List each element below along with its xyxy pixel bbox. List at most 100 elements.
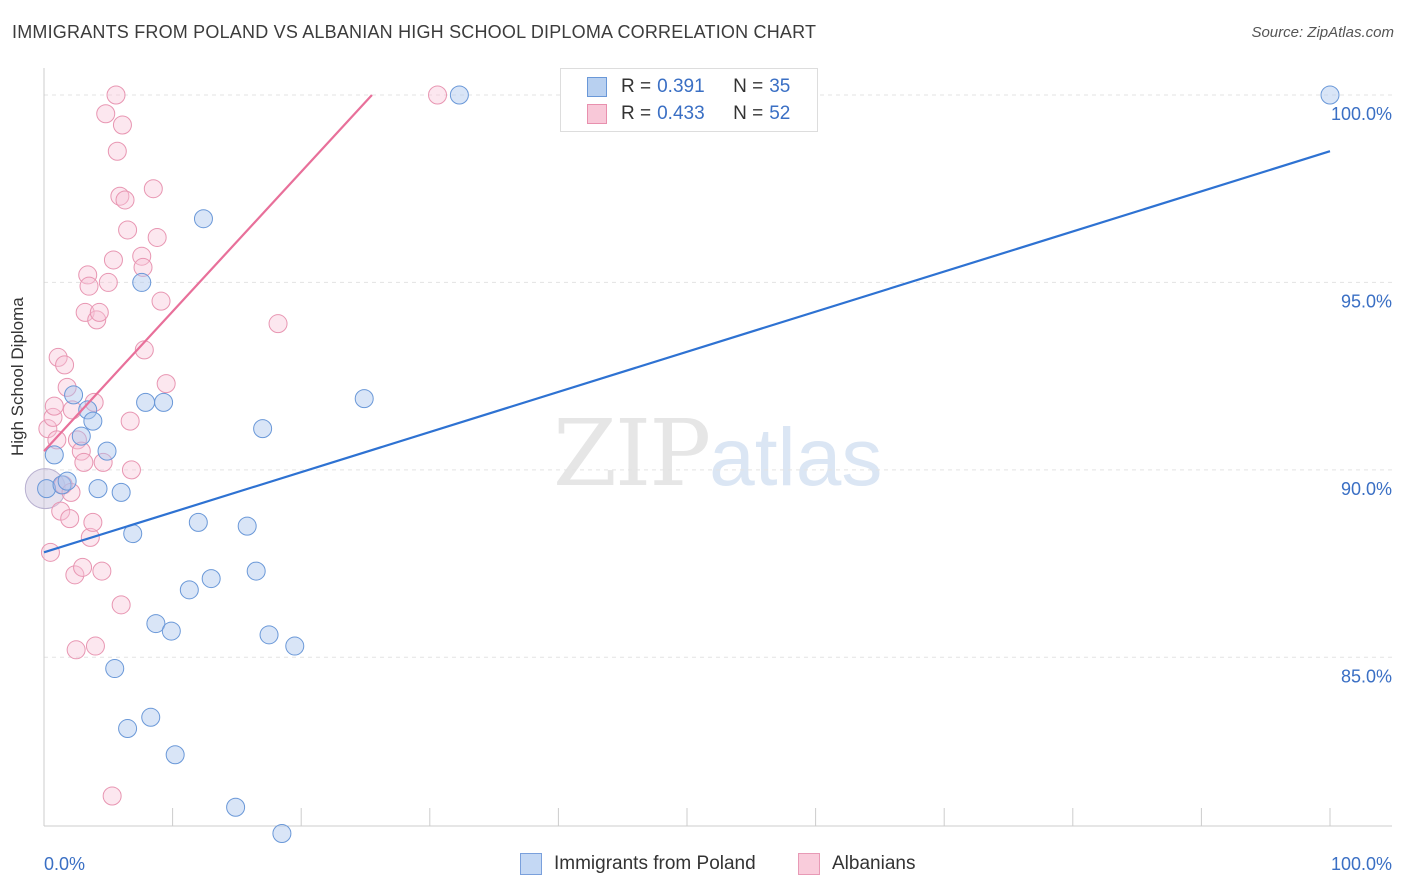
albanian-point [118,220,138,240]
poland-point [161,621,181,641]
albanian-point [151,291,171,311]
bottom-legend-label-albanians: Albanians [832,853,916,874]
poland-point [57,471,77,491]
poland-point [259,625,279,645]
y-tick-label: 100.0% [1331,104,1392,124]
y-tick-label: 95.0% [1341,291,1392,311]
poland-point [285,636,305,656]
albanian-point [84,392,104,412]
y-tick-label: 85.0% [1341,666,1392,686]
poland-point [136,392,156,412]
poland-point [141,707,161,727]
bottom-legend-label-poland: Immigrants from Poland [554,853,756,874]
source-label: Source: ZipAtlas.com [1251,24,1394,41]
chart-title: IMMIGRANTS FROM POLAND VS ALBANIAN HIGH … [12,22,817,42]
y-tick-label: 90.0% [1341,479,1392,499]
bottom-legend-poland: Immigrants from Poland [520,852,756,876]
albanian-point [44,396,64,416]
poland-point [237,516,257,536]
albanian-point [106,85,126,105]
albanian-point [47,430,67,450]
legend-n-value: 52 [769,103,791,124]
albanian-point [102,786,122,806]
albanian-point [133,257,153,277]
albanian-point [55,355,75,375]
albanian-point [93,452,113,472]
albanian-point [79,276,99,296]
correlation-legend: R = 0.391 N = 35 R = 0.433 N = 52 [560,68,818,132]
poland-point [37,479,57,499]
albanian-point [60,509,80,529]
albanian-point [73,557,93,577]
albanian-point [67,430,87,450]
x-tick-label: 0.0% [44,854,85,874]
albanian-point [147,227,167,247]
albanian-point [115,190,135,210]
bottom-legend-albanians: Albanians [798,852,915,876]
poland-trend-line [43,150,1331,554]
poland-point [111,482,131,502]
albanian-point [92,561,112,581]
legend-r-value: 0.433 [657,103,705,124]
albanian-point [74,452,94,472]
legend-row-poland: R = 0.391 N = 35 [587,75,790,99]
albanian-point [121,460,141,480]
albanian-point [156,374,176,394]
legend-row-albanians: R = 0.433 N = 52 [587,102,790,126]
poland-point [154,392,174,412]
poland-point [272,823,292,843]
poland-point [246,561,266,581]
poland-point [97,441,117,461]
watermark-atlas: atlas [709,412,883,503]
legend-n-value: 35 [769,76,791,97]
albanian-trend-line [43,94,373,452]
albanian-point [75,302,95,322]
albanian-point [110,186,130,206]
axes [43,68,1392,827]
poland-point [105,659,125,679]
albanian-point [428,85,448,105]
watermark-zip: ZIP [553,400,711,507]
albanian-point [85,636,105,656]
poland-point [78,400,98,420]
legend-swatch-poland [587,77,607,97]
y-axis-title: High School Diploma [8,297,27,456]
legend-r-label: R = [621,103,652,124]
bottom-legend-swatch-poland [520,853,542,875]
albanian-point [103,250,123,270]
albanian-point [112,115,132,135]
poland-point [83,411,103,431]
albanian-point [107,141,127,161]
poland-point [1320,85,1340,105]
albanian-point [48,347,68,367]
poland-point [118,719,138,739]
albanian-point [89,302,109,322]
albanian-point [65,565,85,585]
poland-point [88,479,108,499]
albanian-point [71,441,91,461]
poland-point [179,580,199,600]
legend-r-label: R = [621,76,652,97]
albanian-point [87,310,107,330]
poland-point [52,475,72,495]
points [24,85,1340,843]
albanian-point [98,272,118,292]
albanian-point [66,640,86,660]
legend-r-value: 0.391 [657,76,705,97]
trend-lines [43,94,1331,554]
tick-labels: 85.0% 90.0% 95.0% 100.0% 0.0% 100.0% [44,104,1392,874]
albanian-point [83,512,103,532]
legend-n-label: N = [733,76,764,97]
zipatlas-watermark: ZIPatlas [553,400,882,507]
poland-point [253,419,273,439]
grid [44,94,1392,658]
albanian-point [120,411,140,431]
poland-point [201,569,221,589]
albanian-point [57,377,77,397]
albanian-point [143,179,163,199]
x-tick-label: 100.0% [1331,854,1392,874]
albanian-point [111,595,131,615]
legend-n-label: N = [733,103,764,124]
poland-point [71,426,91,446]
